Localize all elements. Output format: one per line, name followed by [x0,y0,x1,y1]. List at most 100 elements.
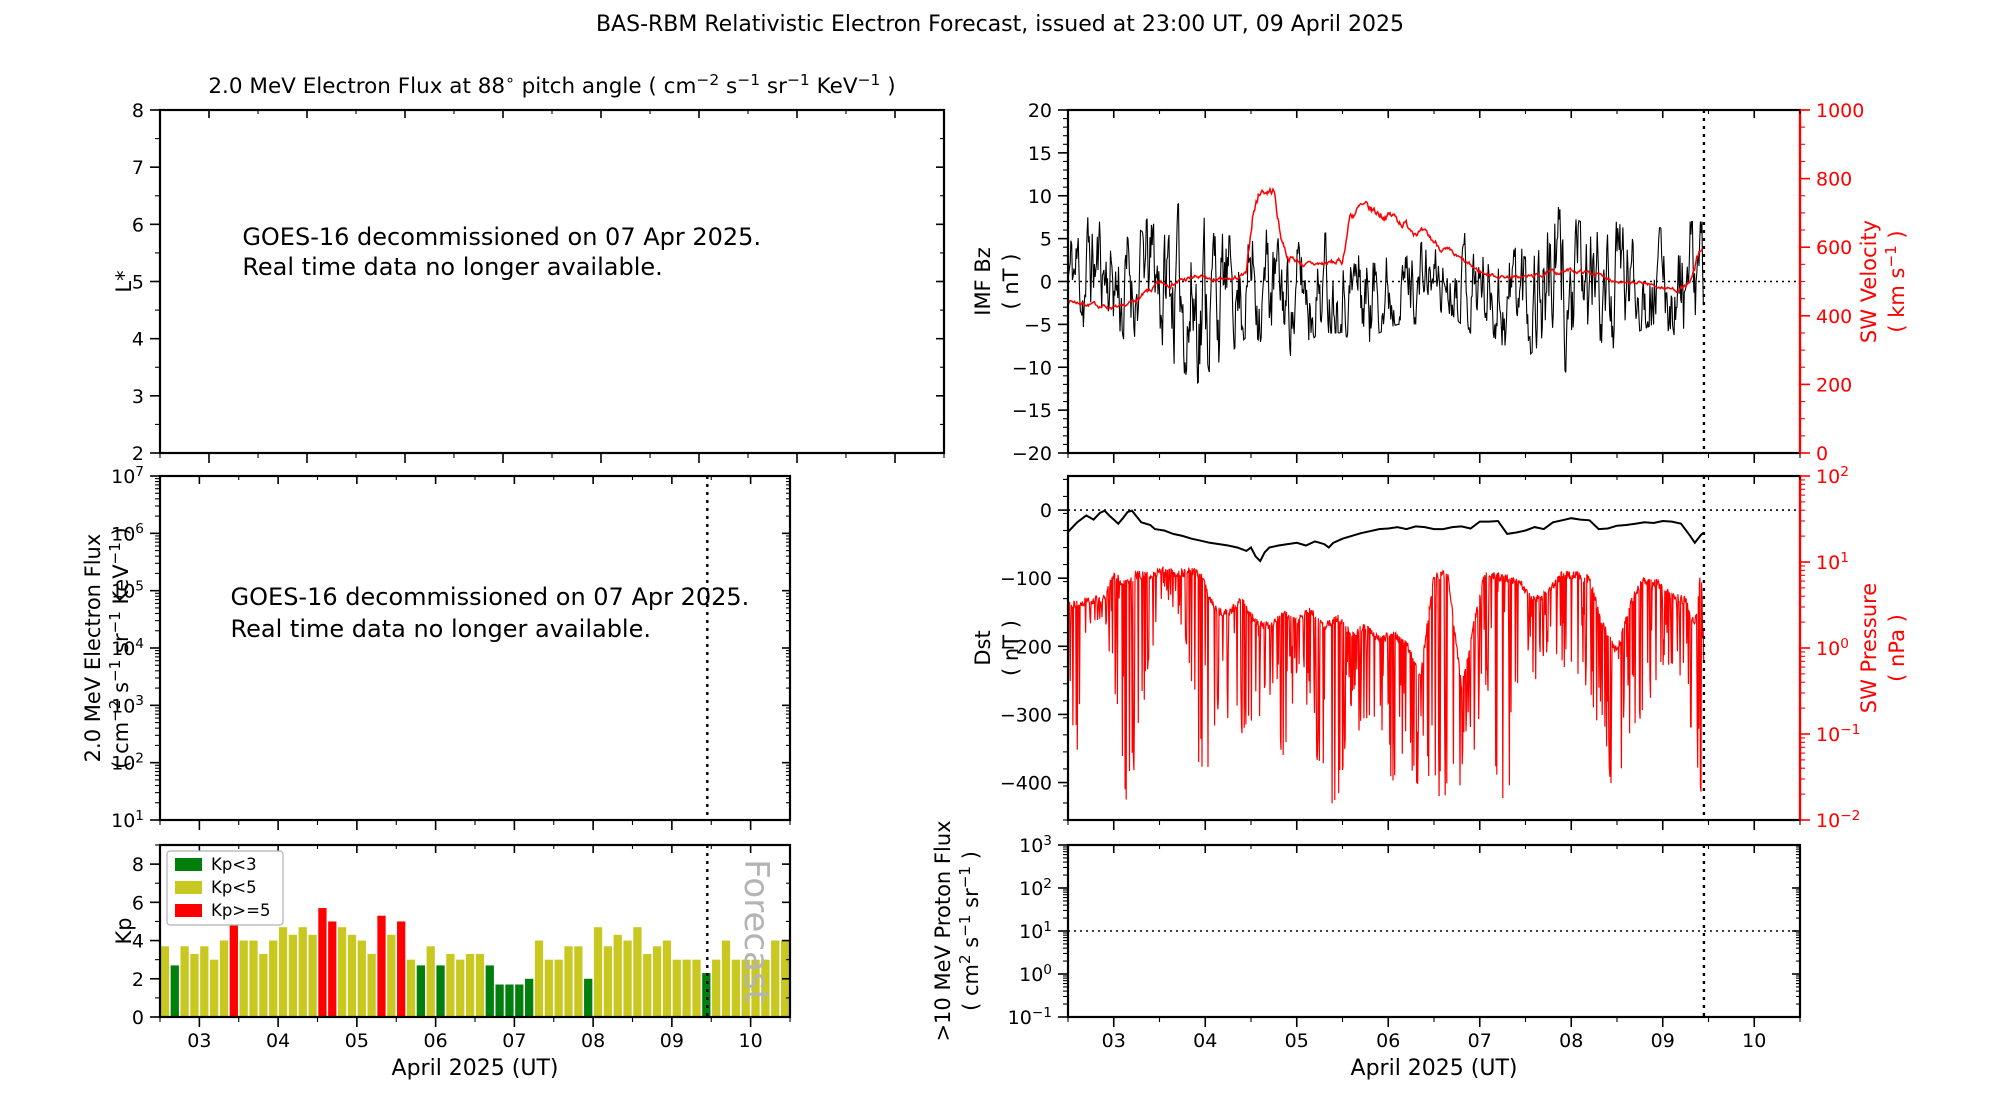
kp-bar [347,934,357,1017]
kp-bar [672,959,681,1017]
kp-bar [574,946,583,1017]
y-tick-label: 103 [111,693,144,717]
y-tick-label: −20 [1012,443,1052,465]
kp-bar [426,946,435,1017]
legend-label: Kp<3 [211,855,257,874]
x-tick-label: 07 [502,1030,526,1052]
kp-bar [446,953,455,1017]
kp-bar [593,927,603,1017]
kp-bar [633,927,642,1017]
y-tick-label: 105 [111,578,144,602]
kp-bar [751,959,760,1017]
x-tick-label: 05 [345,1030,369,1052]
y-tick-label: 10−1 [1008,1005,1052,1029]
y-tick-label: 1000 [1816,100,1864,122]
kp-bar [771,940,780,1017]
kp-bar [210,959,219,1017]
y-tick-label: 102 [1019,876,1052,900]
panel-lstar: GOES-16 decommissioned on 07 Apr 2025.Re… [112,71,946,465]
eflux-axis-label: ( cm−2 s−1 sr−1 KeV−1 ) [106,527,133,768]
y-tick-label: 0 [1040,500,1052,522]
y-tick-label: 106 [111,521,144,545]
legend-label: Kp>=5 [211,901,270,920]
kp-bar [406,959,416,1017]
legend-swatch [175,858,202,871]
kp-bar [702,973,711,1017]
kp-bar [397,921,406,1017]
x-tick-label: 09 [660,1030,684,1052]
kp-bar [652,946,662,1017]
kp-bar [515,984,524,1017]
y-tick-label: 102 [1816,464,1849,488]
x-tick-label: 04 [1193,1030,1217,1052]
kp-bar [682,959,691,1017]
kp-axis-label: Kp [112,917,136,944]
x-tick-label: 03 [187,1030,211,1052]
y-tick-label: 4 [132,329,144,351]
kp-bar [160,946,170,1017]
imf-axis-label: IMF Bz [971,247,995,316]
y-tick-label: 10 [1028,186,1052,208]
y-tick-label: 400 [1816,306,1852,328]
kp-bar [298,927,307,1017]
kp-bar [495,984,504,1017]
x-axis-label: April 2025 (UT) [392,1056,559,1081]
kp-bar [337,927,347,1017]
imf-axis-label: SW Velocity [1857,220,1881,343]
y-tick-label: 4 [132,931,144,953]
forecast-watermark: Forecast [736,859,776,1003]
dst-axis-label: ( nT ) [999,620,1023,676]
series-dst-index [1068,509,1705,563]
x-tick-label: 10 [1742,1030,1766,1052]
series-imf-bz [1068,202,1704,385]
kp-bar [554,959,563,1017]
kp-bar [249,940,258,1017]
y-tick-label: 20 [1028,100,1052,122]
kp-bar [475,953,485,1017]
kp-bar [692,959,701,1017]
y-tick-label: 101 [111,808,144,832]
y-tick-label: 5 [1040,229,1052,251]
proton-axis-label: ( cm2 s−1 sr−1 ) [956,851,983,1011]
kp-bars [160,908,790,1017]
eflux-axis-label: 2.0 MeV Electron Flux [81,534,105,763]
kp-bar [623,940,632,1017]
panel-kp: Forecast 03 04 05 06 07 08 09 10 0 2 4 6 8 Kp April 202… [112,843,792,1081]
legend-swatch [175,881,202,894]
kp-bar [613,934,622,1017]
x-tick-label: 06 [424,1030,448,1052]
y-tick-label: 2 [132,443,144,465]
proton-axis-label: >10 MeV Proton Flux [931,820,955,1041]
y-tick-label: 3 [132,386,144,408]
y-tick-label: 6 [132,892,144,914]
y-tick-label: 0 [132,1007,144,1029]
y-tick-label: 15 [1028,143,1052,165]
kp-bar [712,959,721,1017]
kp-bar [544,959,553,1017]
y-tick-label: −15 [1012,400,1052,422]
kp-bar [308,934,317,1017]
kp-bar [219,940,229,1017]
y-tick-label: 600 [1816,237,1852,259]
panel-proton: 03 04 05 06 07 08 09 10 103 102 101 100 10−1 >10 MeV … [931,820,1802,1081]
kp-bar [416,965,425,1017]
x-tick-label: 06 [1376,1030,1400,1052]
dst-axis-label: SW Pressure [1857,583,1881,713]
kp-bar [643,953,652,1017]
notice-text: Real time data no longer available. [242,253,662,281]
y-tick-label: 8 [132,854,144,876]
y-tick-label: −400 [1000,773,1052,795]
y-tick-label: −100 [1000,568,1052,590]
series-sw-pressure [1068,566,1705,804]
kp-bar [436,965,445,1017]
y-tick-label: 100 [1019,962,1052,986]
plot-frame [158,108,946,455]
kp-bar [377,915,386,1017]
y-tick-label: 10−2 [1816,808,1860,832]
kp-bar [200,946,209,1017]
y-tick-label: −300 [1000,704,1052,726]
kp-bar [456,959,465,1017]
lstar-axis-label: L* [112,270,136,292]
